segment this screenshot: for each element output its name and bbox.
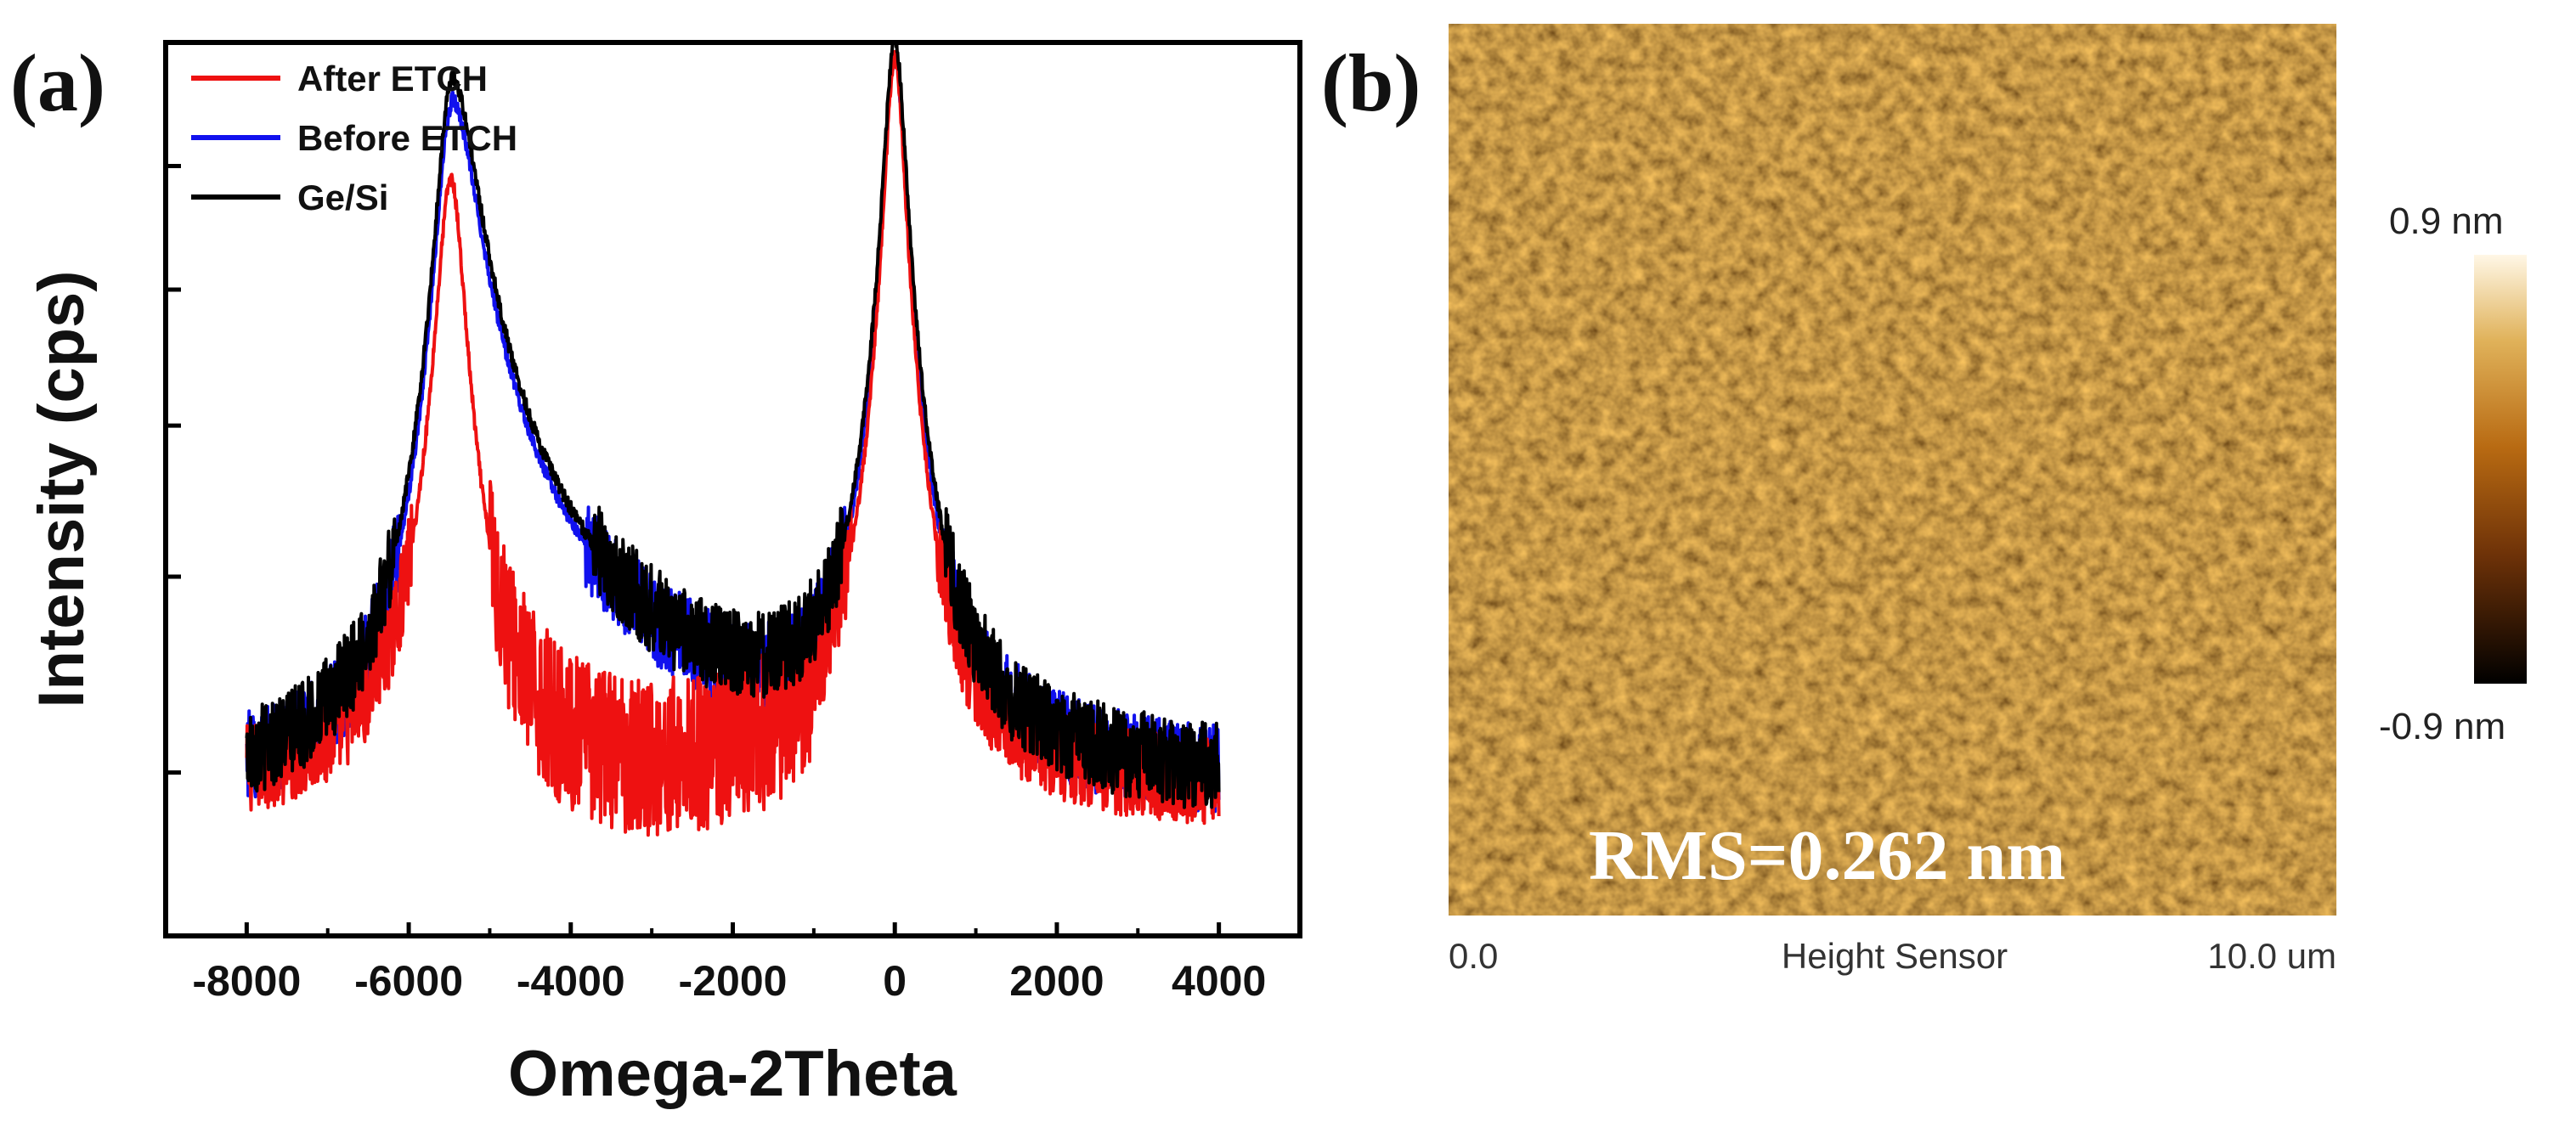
colorbar-min-label: -0.9 nm: [2379, 706, 2505, 747]
legend-label-before-etch: Before ETCH: [297, 118, 517, 158]
legend: After ETCH Before ETCH Ge/Si: [191, 59, 517, 217]
x-tick-label: -4000: [517, 957, 625, 1005]
x-tick-label: -2000: [679, 957, 788, 1005]
afm-axis-end: 10.0 um: [2207, 936, 2336, 976]
y-axis-ticks: [166, 164, 181, 775]
x-tick-label: 2000: [1009, 957, 1104, 1005]
panel-a-label: (a): [10, 37, 105, 128]
plot-series: [245, 42, 1221, 837]
series-line-ge-si: [245, 42, 1221, 809]
legend-label-ge-si: Ge/Si: [297, 178, 388, 217]
x-axis-ticks: [164, 922, 1302, 936]
x-tick-label: 0: [883, 957, 907, 1005]
colorbar-max-label: 0.9 nm: [2389, 200, 2504, 242]
afm-axis-start: 0.0: [1449, 936, 1498, 976]
x-axis-tick-labels: -8000 -6000 -4000 -2000 0 2000 4000: [192, 957, 1266, 1005]
afm-texture: [1449, 24, 2336, 916]
rms-annotation: RMS=0.262 nm: [1589, 816, 2065, 895]
x-tick-label: 4000: [1172, 957, 1266, 1005]
x-axis-title: Omega-2Theta: [508, 1038, 958, 1110]
afm-axis-label: Height Sensor: [1782, 936, 2008, 976]
colorbar: [2474, 255, 2527, 684]
x-tick-label: -6000: [354, 957, 463, 1005]
panel-b-label: (b): [1321, 37, 1421, 128]
legend-label-after-etch: After ETCH: [297, 59, 488, 99]
y-axis-title: Intensity (cps): [25, 270, 98, 707]
x-tick-label: -8000: [192, 957, 301, 1005]
